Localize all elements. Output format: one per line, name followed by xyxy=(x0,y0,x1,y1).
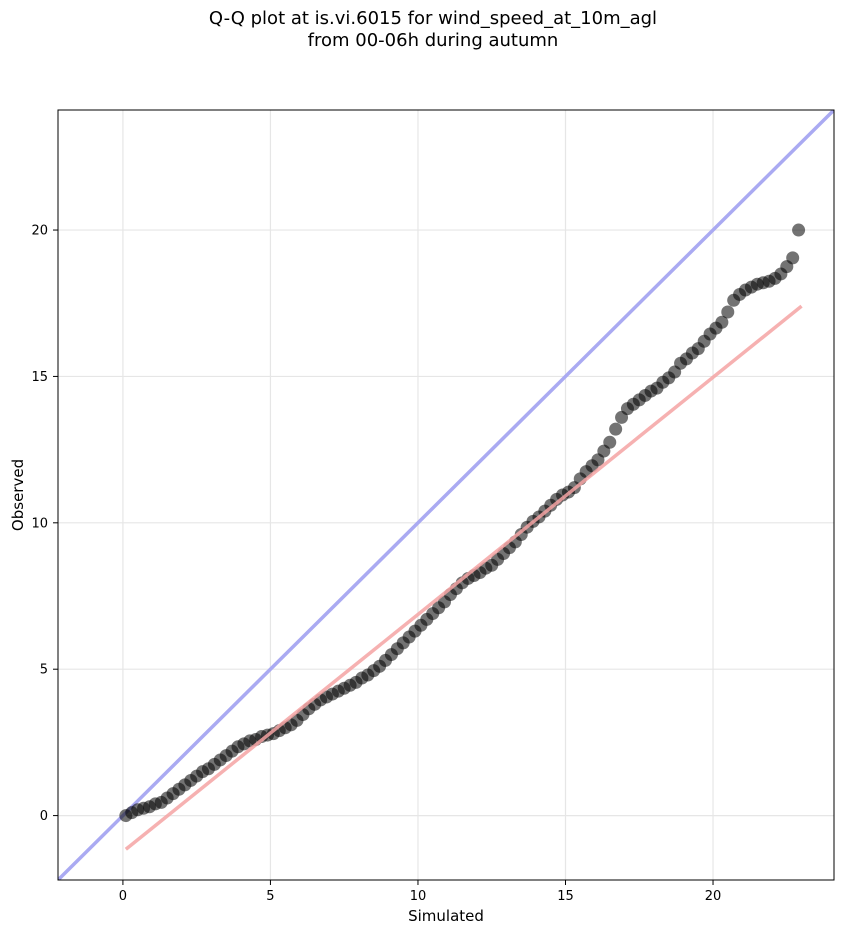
y-tick-label: 10 xyxy=(31,516,48,531)
chart-title-line-1: Q-Q plot at is.vi.6015 for wind_speed_at… xyxy=(208,8,658,29)
qq-point xyxy=(792,223,806,237)
reference-lines xyxy=(58,110,834,880)
fit-line xyxy=(124,304,803,851)
x-tick-label: 15 xyxy=(557,889,574,904)
axis-ticks: 0 5 10 15 20 0 5 10 15 20 xyxy=(31,224,721,904)
x-tick-label: 5 xyxy=(266,889,274,904)
y-tick-label: 15 xyxy=(31,370,48,385)
y-tick-label: 0 xyxy=(40,809,48,824)
scatter-points xyxy=(119,223,806,851)
x-tick-label: 20 xyxy=(705,889,722,904)
qq-point xyxy=(786,251,800,265)
qq-point xyxy=(721,305,735,319)
y-tick-label: 20 xyxy=(31,224,48,239)
qq-point xyxy=(715,315,729,329)
one-to-one-line xyxy=(58,110,834,880)
x-tick-label: 10 xyxy=(410,889,427,904)
y-tick-label: 5 xyxy=(40,663,48,678)
plot-frame xyxy=(57,109,835,881)
qq-point xyxy=(603,435,617,449)
qq-point xyxy=(609,422,623,436)
grid xyxy=(58,110,834,880)
y-axis-label: Observed xyxy=(9,459,27,531)
x-tick-label: 0 xyxy=(119,889,127,904)
x-axis-label: Simulated xyxy=(408,907,484,925)
chart-title: Q-Q plot at is.vi.6015 for wind_speed_at… xyxy=(0,8,843,52)
chart-title-line-2: from 00-06h during autumn xyxy=(307,30,559,51)
